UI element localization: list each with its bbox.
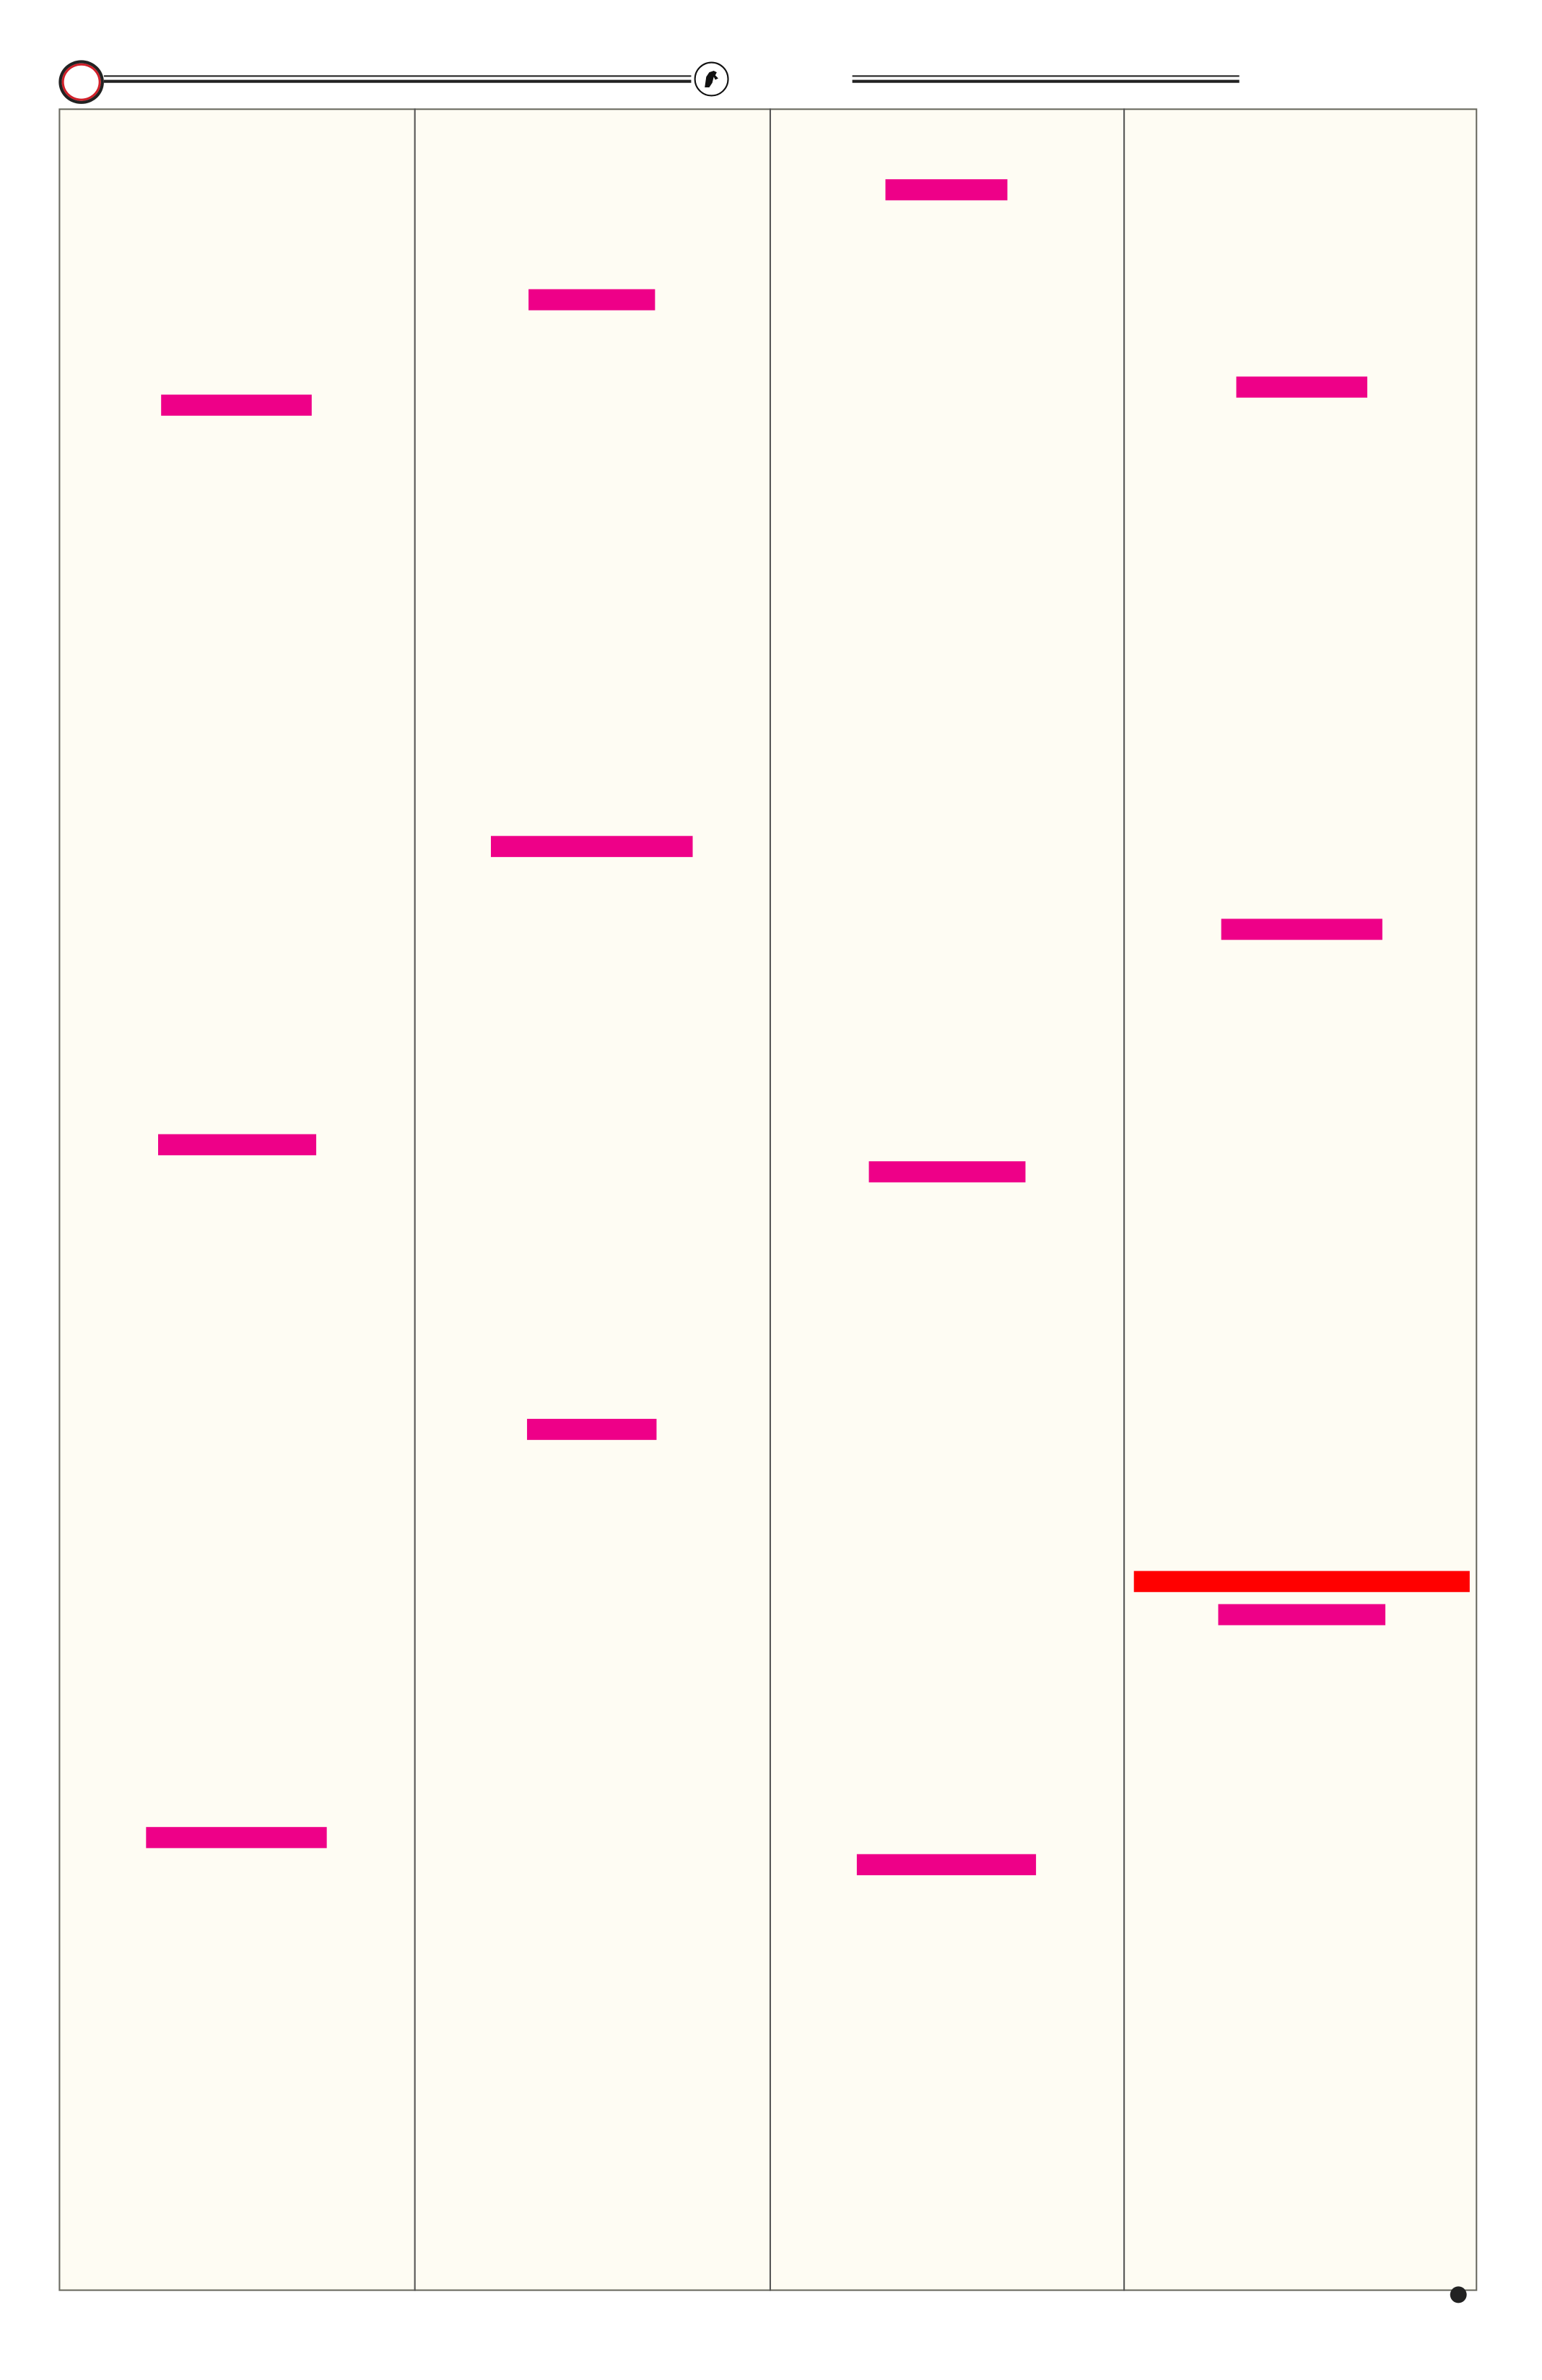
ring-icon <box>58 60 104 104</box>
marker-bar <box>528 289 655 310</box>
highlight-bar <box>1133 1571 1470 1592</box>
marker-bar <box>1236 376 1367 398</box>
marker-bar <box>1221 918 1382 940</box>
marker-bar <box>527 1418 657 1441</box>
header-rule-left-thin <box>103 75 692 77</box>
marker-bar <box>1218 1604 1386 1625</box>
column-divider <box>769 108 771 2291</box>
marker-bar <box>491 835 693 857</box>
marker-bar <box>158 1134 317 1155</box>
header-rule-left-thick <box>103 79 692 83</box>
dot-icon <box>1450 2286 1467 2303</box>
header-rule-right-thin <box>852 75 1240 77</box>
content-panel <box>58 108 1478 2291</box>
column-divider <box>414 108 416 2291</box>
marker-bar <box>868 1161 1026 1183</box>
marker-bar <box>856 1854 1037 1875</box>
header-rule-right-thick <box>852 79 1240 83</box>
marker-bar <box>885 179 1008 201</box>
marker-bar <box>161 394 312 416</box>
horse-emblem-icon <box>694 61 729 97</box>
column-divider <box>1123 108 1125 2291</box>
marker-bar <box>146 1827 327 1849</box>
